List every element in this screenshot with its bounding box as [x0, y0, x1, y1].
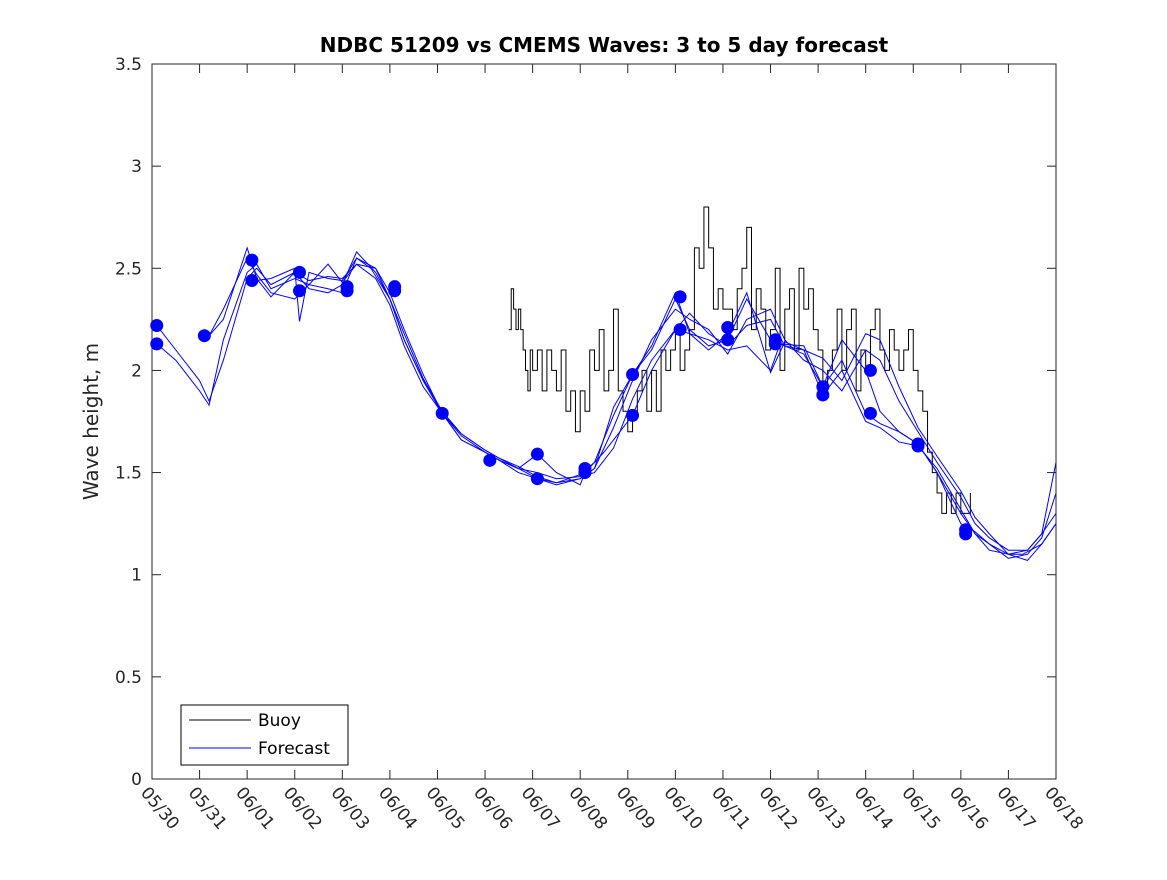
forecast-marker — [150, 337, 164, 351]
y-tick-label: 2.5 — [115, 259, 142, 279]
legend-box — [180, 704, 349, 766]
y-tick-label: 0 — [131, 770, 142, 790]
forecast-marker — [768, 337, 782, 351]
forecast-marker — [483, 453, 497, 467]
forecast-marker — [673, 323, 687, 337]
forecast-marker — [863, 406, 877, 420]
forecast-marker — [292, 265, 306, 279]
legend-label-forecast: Forecast — [258, 739, 330, 759]
forecast-marker — [245, 253, 259, 267]
forecast-marker — [197, 329, 211, 343]
axes-box — [151, 63, 1057, 780]
forecast-marker — [530, 447, 544, 461]
y-tick-label: 0.5 — [115, 668, 142, 688]
buoy-series-line — [508, 206, 971, 514]
y-tick-label: 1 — [131, 566, 142, 586]
forecast-marker — [816, 388, 830, 402]
forecast-marker — [863, 363, 877, 377]
forecast-marker — [388, 284, 402, 298]
forecast-marker — [911, 439, 925, 453]
forecast-marker — [673, 290, 687, 304]
forecast-marker — [626, 368, 640, 382]
forecast-marker — [435, 406, 449, 420]
forecast-marker — [530, 472, 544, 486]
forecast-marker — [292, 284, 306, 298]
legend: Buoy Forecast — [180, 704, 349, 766]
forecast-marker — [340, 284, 354, 298]
y-tick-label: 3.5 — [115, 55, 142, 75]
y-tick-label: 2 — [131, 361, 142, 381]
y-axis-label: Wave height, m — [79, 343, 103, 500]
legend-label-buoy: Buoy — [258, 711, 301, 731]
forecast-series-line-5 — [256, 257, 1056, 555]
forecast-marker — [721, 321, 735, 335]
forecast-marker — [245, 274, 259, 288]
forecast-marker — [626, 408, 640, 422]
y-tick-label: 1.5 — [115, 464, 142, 484]
forecast-marker — [721, 333, 735, 347]
forecast-marker — [959, 527, 973, 541]
forecast-marker — [578, 466, 592, 480]
forecast-marker — [150, 318, 164, 332]
chart-title: NDBC 51209 vs CMEMS Waves: 3 to 5 day fo… — [320, 33, 889, 57]
y-tick-label: 3 — [131, 157, 142, 177]
